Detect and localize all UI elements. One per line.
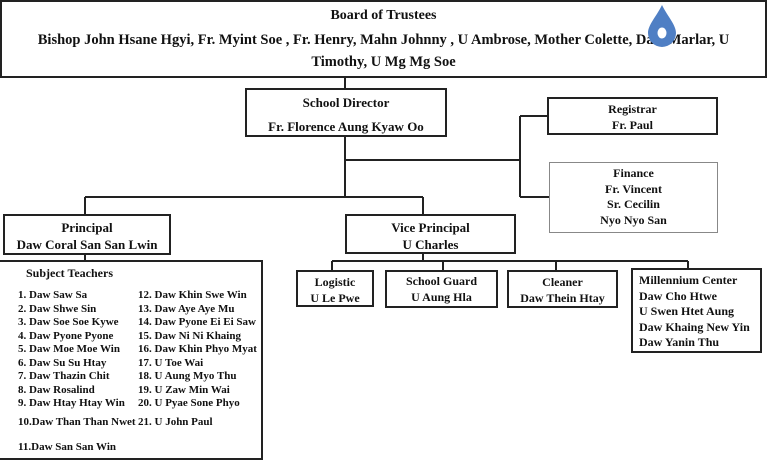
- cleaner-name: Daw Thein Htay: [520, 291, 605, 305]
- teacher-item: 1. Daw Saw Sa: [18, 289, 88, 301]
- school-guard-box: School Guard U Aung Hla: [385, 270, 498, 308]
- teacher-item: 2. Daw Shwe Sin: [18, 302, 97, 315]
- logistic-title: Logistic: [314, 275, 356, 289]
- finance-member: Fr. Vincent: [605, 181, 662, 196]
- teacher-item: 18. U Aung Myo Thu: [138, 370, 237, 382]
- finance-box: Finance Fr. Vincent Sr. Cecilin Nyo Nyo …: [549, 162, 718, 233]
- millennium-member: Daw Yanin Thu: [639, 335, 720, 349]
- teacher-item: 9. Daw Htay Htay Win: [18, 397, 125, 409]
- millennium-member: Daw Cho Htwe: [639, 288, 717, 303]
- teacher-item: 6. Daw Su Su Htay: [18, 356, 107, 369]
- millennium-title: Millennium Center: [639, 273, 738, 287]
- teacher-item: 20. U Pyae Sone Phyo: [138, 397, 240, 409]
- teacher-item: 13. Daw Aye Aye Mu: [138, 302, 235, 315]
- millennium-member: U Swen Htet Aung: [639, 304, 735, 318]
- teacher-item: 14. Daw Pyone Ei Ei Saw: [138, 316, 256, 328]
- teacher-item: 21. U John Paul: [138, 416, 213, 428]
- vice-principal-box: Vice Principal U Charles: [345, 214, 516, 254]
- school-guard-name: U Aung Hla: [411, 290, 472, 304]
- school-director-box: School Director Fr. Florence Aung Kyaw O…: [245, 88, 447, 137]
- teachers-column-2: 12. Daw Khin Swe Win 13. Daw Aye Aye Mu 14…: [138, 289, 257, 411]
- school-guard-title: School Guard: [405, 274, 477, 288]
- principal-box: Principal Daw Coral San San Lwin: [3, 214, 171, 255]
- board-title: Board of Trustees: [330, 8, 437, 23]
- registrar-name: Fr. Paul: [612, 118, 653, 132]
- millennium-member: Daw Khaing New Yin: [639, 319, 750, 334]
- board-members-line2: Timothy, U Mg Mg Soe: [311, 54, 456, 70]
- board-of-trustees-box: Board of Trustees Bishop John Hsane Hgyi…: [0, 0, 767, 78]
- director-name: Fr. Florence Aung Kyaw Oo: [268, 119, 424, 134]
- millennium-center-box: Millennium Center Daw Cho Htwe U Swen Ht…: [631, 268, 762, 353]
- cleaner-title: Cleaner: [542, 275, 583, 289]
- teacher-item: 16. Daw Khin Phyo Myat: [138, 343, 257, 355]
- subject-teachers-box: Subject Teachers 1. Daw Saw Sa 2. Daw Shw…: [0, 260, 263, 460]
- teacher-item: 8. Daw Rosalind: [18, 383, 95, 396]
- cleaner-box: Cleaner Daw Thein Htay: [507, 270, 618, 308]
- principal-name: Daw Coral San San Lwin: [16, 237, 158, 252]
- teacher-item: 5. Daw Moe Moe Win: [18, 343, 120, 355]
- finance-member: Nyo Nyo San: [600, 212, 667, 227]
- teacher-item: 4. Daw Pyone Pyone: [18, 329, 114, 342]
- teacher-item: 7. Daw Thazin Chit: [18, 370, 110, 382]
- vice-principal-name: U Charles: [402, 237, 459, 252]
- teachers-title: Subject Teachers: [26, 266, 113, 280]
- finance-title: Finance: [613, 166, 654, 180]
- teacher-item: 12. Daw Khin Swe Win: [138, 289, 247, 301]
- finance-member: Sr. Cecilin: [607, 197, 660, 211]
- teacher-item: 10.Daw Than Than Nwet: [18, 416, 136, 428]
- logistic-box: Logistic U Le Pwe: [296, 270, 374, 307]
- teacher-item: 17. U Toe Wai: [138, 356, 204, 369]
- connector-lines: [84, 77, 689, 270]
- vice-principal-title: Vice Principal: [391, 220, 470, 235]
- water-drop-icon: [648, 5, 676, 47]
- teacher-item: 3. Daw Soe Soe Kywe: [18, 316, 119, 328]
- registrar-title: Registrar: [608, 102, 657, 116]
- director-title: School Director: [302, 95, 390, 110]
- logistic-name: U Le Pwe: [310, 291, 360, 305]
- teacher-item: 15. Daw Ni Ni Khaing: [138, 329, 241, 342]
- teacher-item: 19. U Zaw Min Wai: [138, 383, 230, 396]
- teachers-column-1: 1. Daw Saw Sa 2. Daw Shwe Sin 3. Daw Soe S…: [18, 289, 125, 411]
- principal-title: Principal: [61, 220, 113, 235]
- registrar-box: Registrar Fr. Paul: [547, 97, 718, 135]
- board-members-line1: Bishop John Hsane Hgyi, Fr. Myint Soe , …: [37, 32, 730, 48]
